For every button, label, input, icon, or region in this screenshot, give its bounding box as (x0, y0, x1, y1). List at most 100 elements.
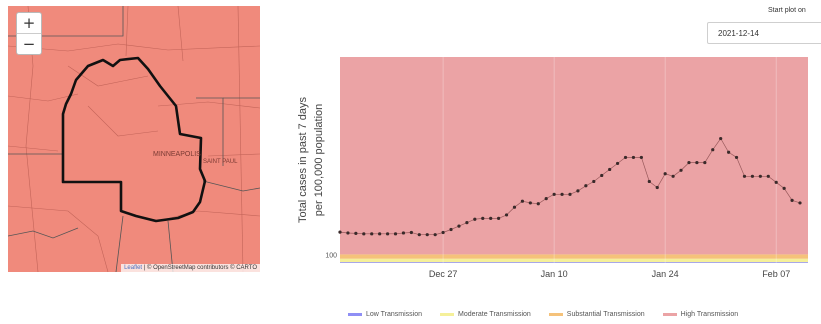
band-0 (340, 262, 808, 263)
city-label-saint-paul: SAINT PAUL (203, 159, 238, 165)
attribution-text: | © OpenStreetMap contributors © CARTO (143, 265, 257, 271)
data-point[interactable] (631, 155, 636, 160)
data-point[interactable] (489, 216, 493, 220)
data-point[interactable] (592, 179, 596, 184)
data-point[interactable] (385, 232, 390, 236)
legend-label-1: Moderate Transmission (458, 311, 531, 318)
chart-gridlines (442, 57, 777, 263)
data-point[interactable] (647, 179, 651, 184)
data-point[interactable] (552, 192, 556, 196)
data-point[interactable] (695, 160, 699, 165)
data-point[interactable] (679, 168, 683, 172)
legend-item-3[interactable]: High Transmission (662, 311, 739, 318)
data-point[interactable] (568, 192, 572, 196)
data-point[interactable] (346, 231, 350, 235)
legend-swatch-2 (548, 312, 563, 316)
band-2 (340, 254, 808, 259)
legend-label-3: High Transmission (680, 311, 739, 318)
data-point[interactable] (512, 205, 517, 209)
data-point[interactable] (719, 136, 723, 141)
data-point[interactable] (362, 232, 366, 236)
data-point[interactable] (790, 198, 794, 202)
map-background (8, 6, 260, 272)
data-point[interactable] (782, 186, 786, 190)
data-point[interactable] (528, 201, 532, 205)
data-point[interactable] (497, 216, 501, 220)
data-point[interactable] (758, 174, 762, 178)
start-date-input[interactable]: 2021-12-14 (707, 22, 821, 44)
legend-label-0: Low Transmission (366, 311, 423, 318)
data-point[interactable] (433, 233, 437, 237)
data-point[interactable] (409, 230, 413, 235)
data-point[interactable] (742, 174, 747, 178)
transmission-bands (340, 57, 808, 263)
data-point[interactable] (504, 213, 509, 217)
city-label-minneapolis: MINNEAPOLIS (153, 151, 201, 158)
data-point[interactable] (449, 227, 453, 232)
data-point[interactable] (774, 180, 778, 184)
legend-swatch-3 (662, 312, 677, 316)
legend-item-1[interactable]: Moderate Transmission (440, 311, 531, 318)
map-attribution: Leaflet | © OpenStreetMap contributors ©… (121, 264, 260, 272)
leaflet-link[interactable]: Leaflet (124, 265, 143, 271)
chart-legend: Low Transmission Moderate Transmission Sub… (348, 311, 756, 318)
data-point[interactable] (750, 174, 755, 178)
data-point[interactable] (655, 185, 659, 190)
data-point[interactable] (615, 161, 620, 166)
data-point[interactable] (639, 155, 643, 160)
data-point[interactable] (465, 221, 469, 225)
y-axis-label-line-2: per 100,000 population (313, 104, 325, 217)
x-tick-label-1: Jan 10 (541, 269, 568, 279)
legend-swatch-1 (440, 312, 455, 316)
data-point[interactable] (623, 155, 628, 160)
data-point[interactable] (338, 230, 342, 234)
data-point[interactable] (687, 160, 691, 165)
data-point[interactable] (727, 150, 731, 154)
data-point[interactable] (370, 232, 374, 236)
data-point[interactable] (663, 172, 667, 176)
data-point[interactable] (798, 201, 802, 205)
data-point[interactable] (584, 184, 588, 188)
y-axis-ticks: 100 (325, 252, 337, 259)
map-county-lines (8, 6, 260, 272)
data-point[interactable] (576, 189, 580, 193)
data-point[interactable] (711, 148, 715, 152)
legend-swatch-0 (348, 312, 362, 316)
legend-item-2[interactable]: Substantial Transmission (548, 311, 645, 318)
data-point[interactable] (560, 192, 564, 196)
data-point[interactable] (425, 233, 429, 237)
data-point[interactable] (734, 155, 739, 160)
data-point[interactable] (600, 173, 604, 178)
data-point[interactable] (354, 231, 358, 235)
data-point[interactable] (536, 202, 540, 206)
data-point[interactable] (703, 160, 707, 165)
data-point[interactable] (441, 230, 445, 235)
data-point[interactable] (393, 232, 398, 236)
legend-item-0[interactable]: Low Transmission (348, 311, 422, 318)
data-point[interactable] (473, 217, 477, 221)
zoom-control: + − (16, 12, 42, 55)
x-tick-label-2: Jan 24 (652, 269, 679, 279)
data-point[interactable] (481, 216, 485, 220)
transmission-map[interactable]: MINNEAPOLIS SAINT PAUL + − Leaflet | © O… (8, 6, 260, 272)
x-tick-label-3: Feb 07 (762, 269, 790, 279)
data-point[interactable] (378, 232, 382, 236)
x-axis-ticks: Dec 27 Jan 10 Jan 24 Feb 07 (429, 269, 790, 279)
data-point[interactable] (608, 167, 612, 172)
data-point[interactable] (544, 197, 548, 201)
map-canvas: MINNEAPOLIS SAINT PAUL (8, 6, 260, 272)
data-point[interactable] (457, 224, 461, 228)
data-point[interactable] (401, 231, 406, 235)
data-point[interactable] (766, 174, 770, 178)
county-boundary[interactable] (61, 56, 207, 223)
start-date-value: 2021-12-14 (718, 29, 759, 38)
zoom-in-button[interactable]: + (22, 14, 36, 32)
y-tick-label-0: 100 (325, 252, 337, 259)
start-plot-label: Start plot on (768, 7, 806, 14)
zoom-out-button[interactable]: − (17, 33, 41, 54)
band-1 (340, 258, 808, 263)
data-point[interactable] (671, 174, 675, 178)
data-point[interactable] (520, 199, 525, 203)
data-point[interactable] (417, 233, 421, 237)
band-3 (340, 57, 808, 255)
